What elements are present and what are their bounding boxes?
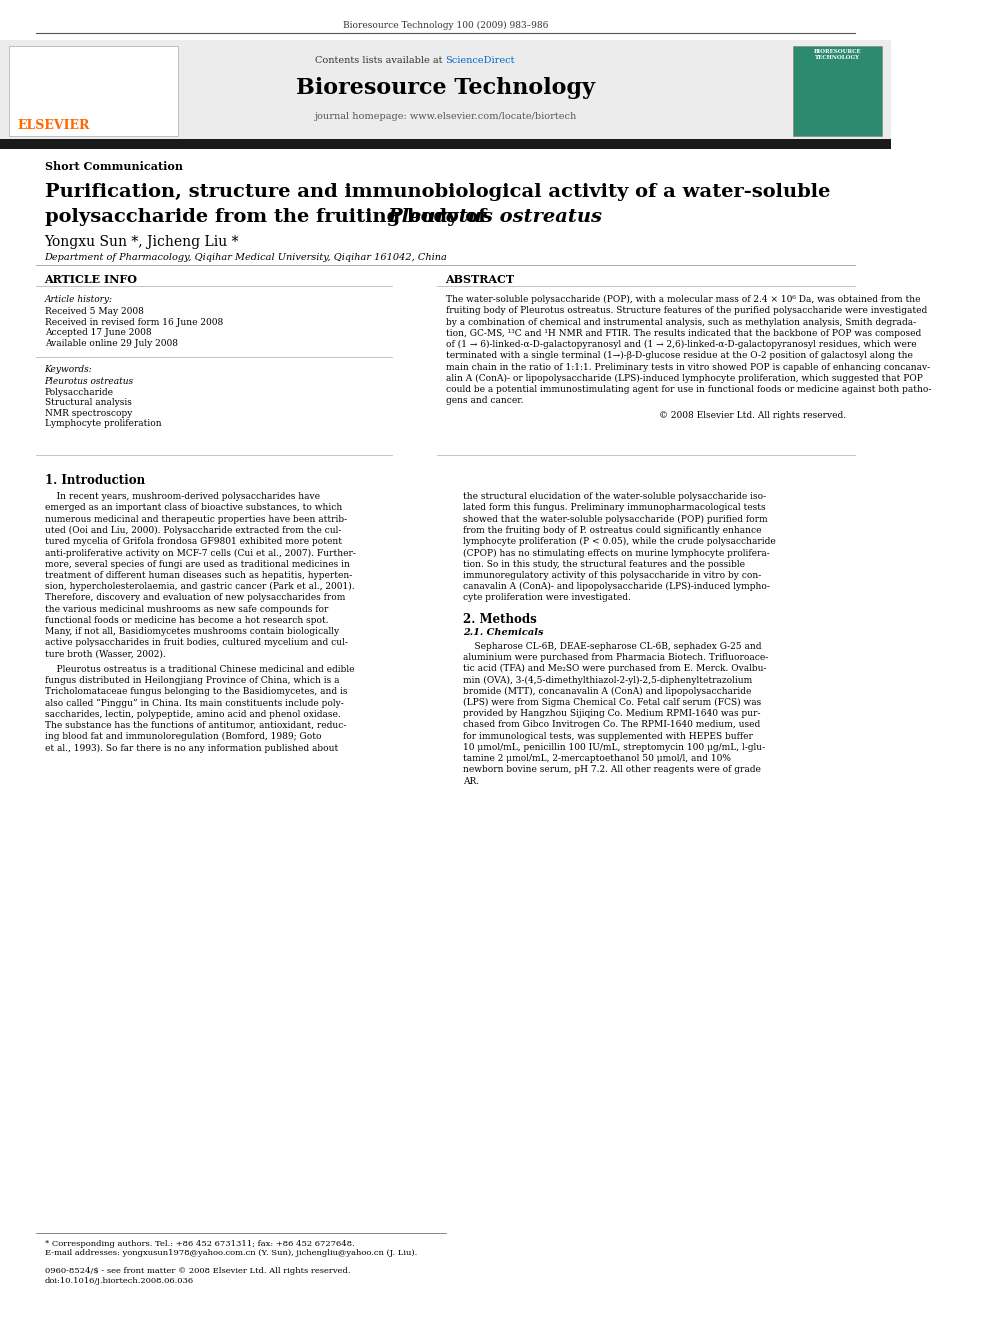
Text: Bioresource Technology 100 (2009) 983–986: Bioresource Technology 100 (2009) 983–98… xyxy=(343,21,549,30)
Text: showed that the water-soluble polysaccharide (POP) purified form: showed that the water-soluble polysaccha… xyxy=(463,515,768,524)
Text: more, several species of fungi are used as traditional medicines in: more, several species of fungi are used … xyxy=(45,560,349,569)
Text: lymphocyte proliferation (P < 0.05), while the crude polysaccharide: lymphocyte proliferation (P < 0.05), whi… xyxy=(463,537,776,546)
Text: could be a potential immunostimulating agent for use in functional foods or medi: could be a potential immunostimulating a… xyxy=(445,385,930,394)
Text: immunoregulatory activity of this polysaccharide in vitro by con-: immunoregulatory activity of this polysa… xyxy=(463,570,762,579)
FancyBboxPatch shape xyxy=(0,40,891,139)
Text: tamine 2 μmol/mL, 2-mercaptoethanol 50 μmol/l, and 10%: tamine 2 μmol/mL, 2-mercaptoethanol 50 μ… xyxy=(463,754,731,763)
Text: (LPS) were from Sigma Chemical Co. Fetal calf serum (FCS) was: (LPS) were from Sigma Chemical Co. Fetal… xyxy=(463,697,762,706)
Text: Polysaccharide: Polysaccharide xyxy=(45,388,113,397)
Text: (CPOP) has no stimulating effects on murine lymphocyte prolifera-: (CPOP) has no stimulating effects on mur… xyxy=(463,548,770,557)
Text: by a combination of chemical and instrumental analysis, such as methylation anal: by a combination of chemical and instrum… xyxy=(445,318,916,327)
Text: lated form this fungus. Preliminary immunopharmacological tests: lated form this fungus. Preliminary immu… xyxy=(463,503,766,512)
Text: Pleurotus ostreatus is a traditional Chinese medicinal and edible: Pleurotus ostreatus is a traditional Chi… xyxy=(45,664,354,673)
Text: for immunological tests, was supplemented with HEPES buffer: for immunological tests, was supplemente… xyxy=(463,732,753,741)
Text: min (OVA), 3-(4,5-dimethylthiazol-2-yl)-2,5-diphenyltetrazolium: min (OVA), 3-(4,5-dimethylthiazol-2-yl)-… xyxy=(463,675,753,684)
Text: ARTICLE INFO: ARTICLE INFO xyxy=(45,274,138,284)
Text: ELSEVIER: ELSEVIER xyxy=(18,119,90,132)
Text: gens and cancer.: gens and cancer. xyxy=(445,396,523,405)
Text: 2.1. Chemicals: 2.1. Chemicals xyxy=(463,628,544,638)
Text: tic acid (TFA) and Me₂SO were purchased from E. Merck. Ovalbu-: tic acid (TFA) and Me₂SO were purchased … xyxy=(463,664,767,673)
Text: sion, hypercholesterolaemia, and gastric cancer (Park et al., 2001).: sion, hypercholesterolaemia, and gastric… xyxy=(45,582,354,591)
Text: Many, if not all, Basidiomycetes mushrooms contain biologically: Many, if not all, Basidiomycetes mushroo… xyxy=(45,627,338,636)
Text: In recent years, mushroom-derived polysaccharides have: In recent years, mushroom-derived polysa… xyxy=(45,492,319,501)
Text: the structural elucidation of the water-soluble polysaccharide iso-: the structural elucidation of the water-… xyxy=(463,492,767,501)
Text: ture broth (Wasser, 2002).: ture broth (Wasser, 2002). xyxy=(45,650,166,659)
Text: Department of Pharmacology, Qiqihar Medical University, Qiqihar 161042, China: Department of Pharmacology, Qiqihar Medi… xyxy=(45,253,447,262)
Text: terminated with a single terminal (1→)-β-D-glucose residue at the O-2 position o: terminated with a single terminal (1→)-β… xyxy=(445,351,913,360)
Text: Available online 29 July 2008: Available online 29 July 2008 xyxy=(45,339,178,348)
Text: Received 5 May 2008: Received 5 May 2008 xyxy=(45,307,144,316)
Text: functional foods or medicine has become a hot research spot.: functional foods or medicine has become … xyxy=(45,615,328,624)
Text: Keywords:: Keywords: xyxy=(45,365,92,374)
Text: tured mycelia of Grifola frondosa GF9801 exhibited more potent: tured mycelia of Grifola frondosa GF9801… xyxy=(45,537,341,546)
Text: Article history:: Article history: xyxy=(45,295,112,304)
Text: Short Communication: Short Communication xyxy=(45,161,183,172)
Text: Accepted 17 June 2008: Accepted 17 June 2008 xyxy=(45,328,151,337)
Text: ABSTRACT: ABSTRACT xyxy=(445,274,515,284)
Text: The water-soluble polysaccharide (POP), with a molecular mass of 2.4 × 10⁶ Da, w: The water-soluble polysaccharide (POP), … xyxy=(445,295,920,304)
Text: Yongxu Sun *, Jicheng Liu *: Yongxu Sun *, Jicheng Liu * xyxy=(45,235,239,250)
Text: Contents lists available at: Contents lists available at xyxy=(314,56,445,65)
Text: emerged as an important class of bioactive substances, to which: emerged as an important class of bioacti… xyxy=(45,503,342,512)
Text: 2. Methods: 2. Methods xyxy=(463,613,537,626)
Text: doi:10.1016/j.biortech.2008.06.036: doi:10.1016/j.biortech.2008.06.036 xyxy=(45,1277,193,1285)
Text: Received in revised form 16 June 2008: Received in revised form 16 June 2008 xyxy=(45,318,223,327)
Text: tion, GC-MS, ¹³C and ¹H NMR and FTIR. The results indicated that the backbone of: tion, GC-MS, ¹³C and ¹H NMR and FTIR. Th… xyxy=(445,328,921,337)
Text: 0960-8524/$ - see front matter © 2008 Elsevier Ltd. All rights reserved.: 0960-8524/$ - see front matter © 2008 El… xyxy=(45,1267,350,1275)
Text: Bioresource Technology: Bioresource Technology xyxy=(296,77,595,99)
Text: provided by Hangzhou Sijiqing Co. Medium RPMI-1640 was pur-: provided by Hangzhou Sijiqing Co. Medium… xyxy=(463,709,761,718)
Text: also called “Pinggu” in China. Its main constituents include poly-: also called “Pinggu” in China. Its main … xyxy=(45,699,343,708)
Text: tion. So in this study, the structural features and the possible: tion. So in this study, the structural f… xyxy=(463,560,745,569)
Text: 10 μmol/mL, penicillin 100 IU/mL, streptomycin 100 μg/mL, l-glu-: 10 μmol/mL, penicillin 100 IU/mL, strept… xyxy=(463,742,766,751)
Text: et al., 1993). So far there is no any information published about: et al., 1993). So far there is no any in… xyxy=(45,744,338,753)
Text: bromide (MTT), concanavalin A (ConA) and lipopolysaccharide: bromide (MTT), concanavalin A (ConA) and… xyxy=(463,687,752,696)
Text: Structural analysis: Structural analysis xyxy=(45,398,131,407)
Text: AR.: AR. xyxy=(463,777,479,786)
Text: canavalin A (ConA)- and lipopolysaccharide (LPS)-induced lympho-: canavalin A (ConA)- and lipopolysacchari… xyxy=(463,582,770,591)
Text: the various medicinal mushrooms as new safe compounds for: the various medicinal mushrooms as new s… xyxy=(45,605,328,614)
Text: cyte proliferation were investigated.: cyte proliferation were investigated. xyxy=(463,593,631,602)
Text: Sepharose CL-6B, DEAE-sepharose CL-6B, sephadex G-25 and: Sepharose CL-6B, DEAE-sepharose CL-6B, s… xyxy=(463,642,762,651)
Text: fruiting body of Pleurotus ostreatus. Structure features of the purified polysac: fruiting body of Pleurotus ostreatus. St… xyxy=(445,306,927,315)
Text: © 2008 Elsevier Ltd. All rights reserved.: © 2008 Elsevier Ltd. All rights reserved… xyxy=(660,411,846,421)
Text: ScienceDirect: ScienceDirect xyxy=(445,56,515,65)
Text: Purification, structure and immunobiological activity of a water-soluble: Purification, structure and immunobiolog… xyxy=(45,183,830,201)
Text: chased from Gibco Invitrogen Co. The RPMI-1640 medium, used: chased from Gibco Invitrogen Co. The RPM… xyxy=(463,720,761,729)
Text: NMR spectroscopy: NMR spectroscopy xyxy=(45,409,132,418)
Text: ing blood fat and immunoloregulation (Bomford, 1989; Goto: ing blood fat and immunoloregulation (Bo… xyxy=(45,732,321,741)
Text: journal homepage: www.elsevier.com/locate/biortech: journal homepage: www.elsevier.com/locat… xyxy=(314,112,576,122)
Text: active polysaccharides in fruit bodies, cultured mycelium and cul-: active polysaccharides in fruit bodies, … xyxy=(45,638,347,647)
Text: Pleurotus ostreatus: Pleurotus ostreatus xyxy=(388,208,602,226)
Text: aluminium were purchased from Pharmacia Biotech. Trifluoroace-: aluminium were purchased from Pharmacia … xyxy=(463,652,769,662)
Text: BIORESOURCE
TECHNOLOGY: BIORESOURCE TECHNOLOGY xyxy=(813,49,861,60)
Text: treatment of different human diseases such as hepatitis, hyperten-: treatment of different human diseases su… xyxy=(45,570,352,579)
Text: uted (Ooi and Liu, 2000). Polysaccharide extracted from the cul-: uted (Ooi and Liu, 2000). Polysaccharide… xyxy=(45,525,341,534)
Text: anti-proliferative activity on MCF-7 cells (Cui et al., 2007). Further-: anti-proliferative activity on MCF-7 cel… xyxy=(45,548,355,557)
Text: alin A (ConA)- or lipopolysaccharide (LPS)-induced lymphocyte proliferation, whi: alin A (ConA)- or lipopolysaccharide (LP… xyxy=(445,373,923,382)
Text: * Corresponding authors. Tel.: +86 452 6731311; fax: +86 452 6727648.: * Corresponding authors. Tel.: +86 452 6… xyxy=(45,1240,354,1248)
Text: E-mail addresses: yongxusun1978@yahoo.com.cn (Y. Sun), jichengliu@yahoo.cn (J. L: E-mail addresses: yongxusun1978@yahoo.co… xyxy=(45,1249,417,1257)
Text: from the fruiting body of P. ostreatus could significantly enhance: from the fruiting body of P. ostreatus c… xyxy=(463,525,762,534)
FancyBboxPatch shape xyxy=(793,46,882,136)
Text: saccharides, lectin, polypeptide, amino acid and phenol oxidase.: saccharides, lectin, polypeptide, amino … xyxy=(45,709,340,718)
Text: Therefore, discovery and evaluation of new polysaccharides from: Therefore, discovery and evaluation of n… xyxy=(45,593,345,602)
Text: main chain in the ratio of 1:1:1. Preliminary tests in vitro showed POP is capab: main chain in the ratio of 1:1:1. Prelim… xyxy=(445,363,930,372)
Text: Lymphocyte proliferation: Lymphocyte proliferation xyxy=(45,419,161,429)
Text: numerous medicinal and therapeutic properties have been attrib-: numerous medicinal and therapeutic prope… xyxy=(45,515,346,524)
FancyBboxPatch shape xyxy=(0,139,891,149)
Text: newborn bovine serum, pH 7.2. All other reagents were of grade: newborn bovine serum, pH 7.2. All other … xyxy=(463,765,761,774)
Text: The substance has the functions of antitumor, antioxidant, reduc-: The substance has the functions of antit… xyxy=(45,721,346,730)
Text: polysaccharide from the fruiting body of: polysaccharide from the fruiting body of xyxy=(45,208,493,226)
Text: fungus distributed in Heilongjiang Province of China, which is a: fungus distributed in Heilongjiang Provi… xyxy=(45,676,339,685)
FancyBboxPatch shape xyxy=(9,46,179,136)
Text: Pleurotus ostreatus: Pleurotus ostreatus xyxy=(45,377,134,386)
Text: of (1 → 6)-linked-α-D-galactopyranosyl and (1 → 2,6)-linked-α-D-galactopyranosyl: of (1 → 6)-linked-α-D-galactopyranosyl a… xyxy=(445,340,917,349)
Text: Tricholomataceae fungus belonging to the Basidiomycetes, and is: Tricholomataceae fungus belonging to the… xyxy=(45,687,347,696)
Text: 1. Introduction: 1. Introduction xyxy=(45,474,145,487)
